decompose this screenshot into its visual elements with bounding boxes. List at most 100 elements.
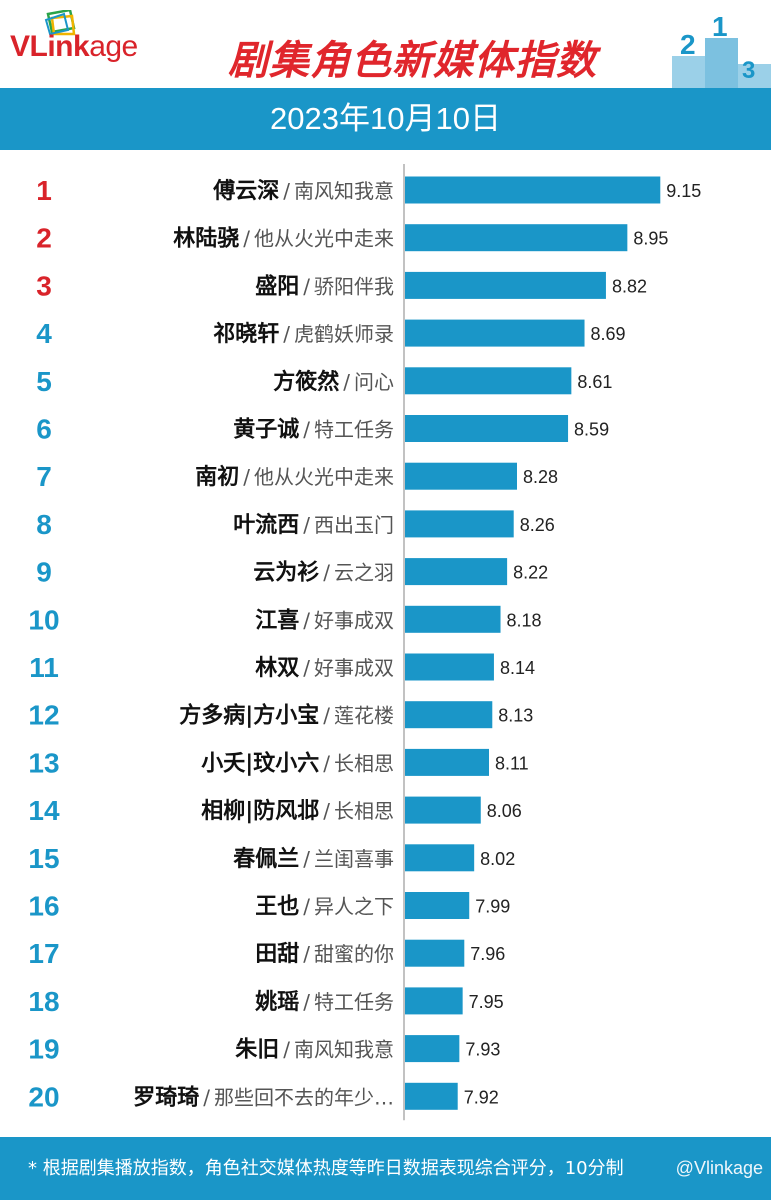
character-name: 方多病|方小宝: [179, 703, 319, 729]
row-label: 相柳|防风邶 / 长相思: [201, 798, 394, 824]
value-label: 8.82: [612, 276, 647, 296]
character-name: 林双: [255, 656, 299, 681]
bar: [405, 796, 481, 824]
label-separator: /: [203, 1085, 210, 1109]
row-label: 方多病|方小宝 / 莲花楼: [179, 703, 394, 729]
row-label: 南初 / 他从火光中走来: [195, 464, 394, 490]
show-name: 虎鹤妖师录: [294, 322, 394, 346]
label-separator: /: [303, 608, 310, 632]
value-label: 8.22: [513, 563, 548, 583]
rank-label: 3: [36, 270, 52, 301]
label-separator: /: [343, 370, 350, 394]
row-label: 春佩兰 / 兰闺喜事: [233, 846, 394, 872]
bar: [405, 892, 470, 919]
chart-row: 9 云为衫 / 云之羽 8.22: [36, 557, 548, 588]
row-label: 小夭|玟小六 / 长相思: [201, 750, 394, 776]
value-label: 8.13: [498, 706, 533, 726]
bar: [405, 748, 489, 776]
character-name: 云为衫: [253, 561, 319, 586]
show-name: 兰闺喜事: [314, 847, 394, 871]
show-name: 南风知我意: [294, 1038, 394, 1062]
chart-row: 6 黄子诚 / 特工任务 8.59: [36, 414, 609, 445]
character-name: 江喜: [255, 607, 299, 633]
label-separator: /: [283, 1038, 290, 1062]
rank-label: 20: [28, 1081, 59, 1112]
chart-row: 12 方多病|方小宝 / 莲花楼 8.13: [28, 700, 533, 731]
show-name: 云之羽: [334, 561, 394, 585]
character-name: 祁晓轩: [213, 321, 279, 347]
character-name: 小夭|玟小六: [201, 750, 319, 776]
show-name: 莲花楼: [334, 704, 394, 728]
rank-label: 13: [28, 747, 59, 778]
ranking-chart-svg: 1 傅云深 / 南风知我意 9.152 林陆骁 / 他从火光中走来 8.953 盛阳 / 骄阳伴我 8.…: [28, 164, 701, 1121]
bar: [405, 319, 585, 347]
logo-link: Link: [29, 30, 90, 63]
value-label: 9.15: [666, 181, 701, 201]
logo-age: age: [89, 30, 138, 63]
watermark: @Vlinkage: [675, 1158, 763, 1178]
chart-row: 5 方筱然 / 问心 8.61: [36, 366, 612, 397]
row-label: 方筱然 / 问心: [273, 369, 394, 395]
character-name: 傅云深: [212, 179, 279, 204]
show-name: 长相思: [334, 799, 394, 823]
chart-row: 3 盛阳 / 骄阳伴我 8.82: [36, 270, 647, 301]
character-name: 林陆骁: [173, 227, 239, 252]
chart-row: 15 春佩兰 / 兰闺喜事 8.02: [28, 843, 515, 874]
character-name: 南初: [195, 464, 239, 490]
row-label: 叶流西 / 西出玉门: [233, 512, 394, 538]
logo-mark-icon: [44, 10, 76, 36]
header: VLinkage 剧集角色新媒体指数 2 1 3: [0, 0, 771, 88]
rank-label: 7: [36, 461, 52, 492]
rank-label: 11: [29, 652, 59, 683]
show-name: 异人之下: [314, 895, 394, 919]
rank-label: 10: [28, 604, 59, 635]
chart-row: 4 祁晓轩 / 虎鹤妖师录 8.69: [36, 318, 625, 349]
label-separator: /: [303, 942, 310, 966]
value-label: 7.99: [475, 897, 510, 917]
rank-label: 6: [36, 414, 52, 445]
value-label: 7.95: [469, 992, 504, 1012]
chart-row: 8 叶流西 / 西出玉门 8.26: [36, 509, 555, 540]
row-label: 云为衫 / 云之羽: [253, 561, 394, 586]
chart-row: 18 姚瑶 / 特工任务 7.95: [28, 986, 503, 1017]
value-label: 7.92: [464, 1087, 499, 1107]
character-name: 朱旧: [235, 1038, 279, 1063]
bar: [405, 510, 514, 538]
podium-1-label: 1: [712, 12, 728, 42]
chart-row: 13 小夭|玟小六 / 长相思 8.11: [28, 747, 528, 778]
character-name: 春佩兰: [233, 846, 299, 872]
character-name: 盛阳: [255, 273, 299, 299]
chart-row: 2 林陆骁 / 他从火光中走来 8.95: [36, 223, 668, 254]
rank-label: 9: [36, 557, 52, 588]
value-label: 8.61: [577, 372, 612, 392]
character-name: 王也: [255, 895, 299, 920]
character-name: 方筱然: [273, 369, 339, 395]
date-label: 2023年10月10日: [270, 101, 501, 136]
label-separator: /: [303, 847, 310, 871]
rank-label: 5: [36, 366, 52, 397]
value-label: 8.59: [574, 420, 609, 440]
bar: [405, 224, 628, 252]
chart-row: 10 江喜 / 好事成双 8.18: [28, 604, 541, 635]
show-name: 骄阳伴我: [314, 274, 394, 298]
value-label: 8.11: [495, 753, 529, 773]
podium-3-label: 3: [742, 57, 755, 84]
podium-icon: 2 1 3: [672, 12, 771, 88]
label-separator: /: [283, 322, 290, 346]
page-title: 剧集角色新媒体指数: [228, 38, 597, 84]
podium-2-label: 2: [680, 29, 696, 60]
label-separator: /: [303, 895, 310, 919]
chart-row: 20 罗琦琦 / 那些回不去的年少… 7.92: [28, 1081, 498, 1112]
date-band: 2023年10月10日: [0, 88, 771, 150]
value-label: 8.06: [487, 801, 522, 821]
chart-row: 11 林双 / 好事成双 8.14: [29, 652, 535, 683]
label-separator: /: [283, 179, 290, 203]
bar: [405, 367, 572, 395]
row-label: 罗琦琦 / 那些回不去的年少…: [133, 1084, 394, 1110]
character-name: 相柳|防风邶: [201, 798, 319, 824]
row-label: 王也 / 异人之下: [255, 895, 394, 920]
character-name: 田甜: [255, 941, 299, 967]
value-label: 8.69: [591, 324, 626, 344]
rank-label: 12: [28, 700, 59, 731]
label-separator: /: [243, 227, 250, 251]
